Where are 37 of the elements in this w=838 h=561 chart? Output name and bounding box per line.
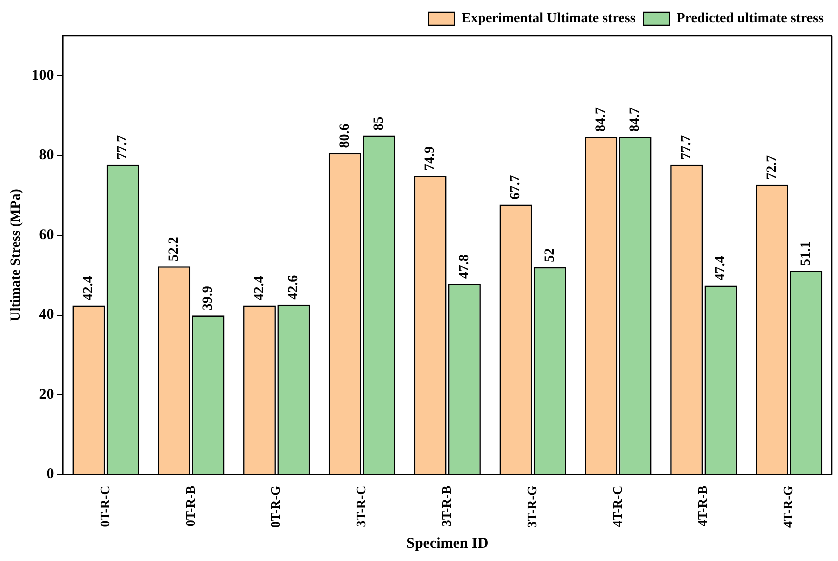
y-tick-label: 80: [39, 148, 54, 164]
data-label: 80.6: [338, 124, 353, 148]
data-label: 42.4: [82, 276, 97, 301]
data-label: 72.7: [764, 155, 780, 180]
data-label: 39.9: [201, 286, 216, 311]
x-tick-label: 0T-R-B: [182, 486, 198, 527]
data-label: 52: [542, 248, 558, 262]
y-tick-label: 100: [32, 68, 54, 84]
data-label: 77.7: [679, 135, 694, 160]
x-tick-label: 0T-R-G: [268, 486, 284, 528]
data-label: 51.1: [798, 241, 814, 266]
x-tick-label: 3T-R-C: [354, 486, 369, 528]
data-label: 77.7: [116, 135, 131, 160]
data-label: 52.2: [166, 237, 182, 262]
x-tick-label: 3T-R-G: [524, 486, 540, 528]
x-tick-label: 4T-R-G: [780, 486, 796, 528]
data-label: 42.6: [286, 275, 302, 300]
x-axis-title: Specimen ID: [406, 536, 489, 552]
data-label: 74.9: [423, 146, 438, 172]
y-tick-label: 60: [39, 227, 54, 244]
y-axis-title: Ultimate Stress (MPa): [9, 188, 24, 322]
y-tick-label: 0: [46, 466, 54, 483]
x-tick-label: 4T-R-B: [695, 486, 710, 527]
data-label: 84.7: [628, 107, 644, 132]
data-label: 42.4: [252, 276, 268, 301]
data-label: 85: [372, 116, 387, 131]
x-tick-label: 0T-R-C: [97, 486, 112, 528]
legend-label: Predicted ultimate stress: [676, 12, 825, 27]
data-label: 67.7: [508, 175, 524, 200]
x-tick-label: 3T-R-B: [439, 486, 454, 527]
data-label: 47.8: [457, 254, 472, 280]
data-label: 84.7: [594, 107, 609, 132]
data-label: 47.4: [714, 256, 729, 281]
x-tick-label: 4T-R-C: [610, 486, 625, 528]
y-tick-label: 20: [39, 386, 54, 403]
legend-label: Experimental Ultimate stress: [462, 12, 636, 27]
y-tick-label: 40: [39, 307, 54, 324]
